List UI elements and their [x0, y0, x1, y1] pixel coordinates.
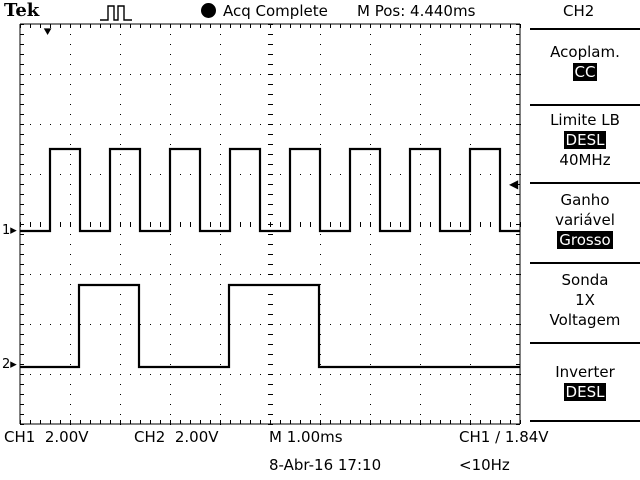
menu-probe[interactable]: Sonda 1X Voltagem: [530, 270, 640, 330]
menu-bw-limit[interactable]: Limite LB DESL 40MHz: [530, 110, 640, 170]
trigger-info: CH1 ∕ 1.84V: [459, 428, 549, 446]
trigger-status-icon: [100, 5, 132, 21]
trigger-frequency: <10Hz: [459, 456, 510, 474]
menu-invert[interactable]: Inverter DESL: [530, 362, 640, 402]
trigger-level-icon: ◀: [509, 177, 519, 191]
menu-separator: [530, 420, 640, 422]
menu-probe-type: Voltagem: [549, 311, 621, 329]
ch1-ground-marker: 1▸: [2, 223, 17, 238]
menu-gain-label: Ganho: [560, 191, 610, 209]
ch1-scale: CH1 2.00V: [4, 428, 89, 446]
menu-coupling[interactable]: Acoplam. CC: [530, 42, 640, 82]
menu-coupling-value: CC: [572, 63, 598, 81]
ch2-scale: CH2 2.00V: [134, 428, 219, 446]
menu-probe-attenuation: 1X: [575, 291, 595, 309]
menu-separator: [530, 342, 640, 344]
acq-status: Acq Complete: [223, 2, 328, 20]
acq-status-dot: [201, 3, 216, 18]
graticule: [19, 23, 521, 425]
menu-bw-limit-freq: 40MHz: [559, 151, 611, 169]
menu-separator: [530, 104, 640, 106]
menu-gain-value: Grosso: [557, 231, 613, 249]
menu-separator: [530, 28, 640, 30]
menu-bw-limit-label: Limite LB: [550, 111, 620, 129]
timebase: M 1.00ms: [269, 428, 343, 446]
menu-gain[interactable]: Ganho variável Grosso: [530, 190, 640, 250]
ch2-ground-marker: 2▸: [2, 357, 17, 372]
menu-invert-value: DESL: [563, 383, 607, 401]
menu-coupling-label: Acoplam.: [550, 43, 620, 61]
date-time: 8-Abr-16 17:10: [269, 456, 382, 474]
trigger-position-icon: ⯆: [42, 25, 54, 41]
horizontal-position: M Pos: 4.440ms: [357, 2, 476, 20]
menu-separator: [530, 262, 640, 264]
menu-gain-label-2: variável: [555, 211, 615, 229]
menu-channel-title: CH2: [563, 2, 595, 20]
menu-probe-label: Sonda: [561, 271, 609, 289]
menu-separator: [530, 182, 640, 184]
menu-bw-limit-value: DESL: [563, 131, 607, 149]
ch2-waveform: [20, 283, 520, 369]
menu-invert-label: Inverter: [555, 363, 615, 381]
brand-logo: Tek: [4, 0, 40, 21]
ch1-waveform: [20, 147, 520, 233]
